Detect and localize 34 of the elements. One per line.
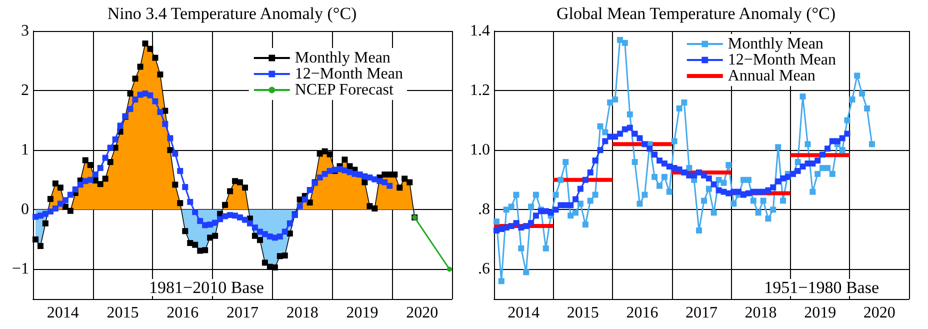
legend-label: Annual Mean bbox=[728, 68, 816, 84]
x-tick-label: 2016 bbox=[166, 304, 199, 322]
annotation: 1981−2010 Base bbox=[148, 278, 264, 297]
annotation: 1951−1980 Base bbox=[764, 278, 880, 297]
x-tick-label: 2017 bbox=[686, 304, 718, 322]
y-tick-label: 0 bbox=[21, 201, 29, 218]
x-tick-label: 2015 bbox=[106, 304, 139, 322]
chart-title: Global Mean Temperature Anomaly (°C) bbox=[556, 4, 836, 23]
x-tick-label: 2020 bbox=[863, 304, 896, 322]
y-tick-label: 1.0 bbox=[470, 142, 490, 159]
x-tick-label: 2014 bbox=[508, 304, 540, 322]
x-tick-label: 2019 bbox=[346, 304, 378, 322]
y-tick-label: −1 bbox=[12, 260, 29, 278]
chart-title: Nino 3.4 Temperature Anomaly (°C) bbox=[107, 4, 357, 23]
y-tick-label: 1.4 bbox=[470, 22, 490, 40]
y-tick-label: 1.2 bbox=[470, 82, 490, 100]
y-tick-label: 2 bbox=[21, 82, 29, 100]
legend-label: 12−Month Mean bbox=[728, 52, 836, 68]
x-tick-label: 2015 bbox=[566, 304, 599, 322]
legend-label: Monthly Mean bbox=[294, 50, 390, 66]
legend-label: Monthly Mean bbox=[728, 36, 824, 52]
legend-label: 12−Month Mean bbox=[294, 66, 403, 82]
x-tick-label: 2017 bbox=[226, 304, 258, 322]
legend-label: NCEP Forecast bbox=[294, 82, 394, 98]
y-tick-label: 1 bbox=[21, 142, 29, 159]
x-tick-label: 2020 bbox=[406, 304, 438, 322]
x-tick-label: 2014 bbox=[46, 304, 79, 322]
y-tick-label: 3 bbox=[21, 22, 29, 40]
x-tick-label: 2018 bbox=[286, 304, 318, 322]
y-tick-label: .6 bbox=[478, 260, 490, 278]
x-tick-label: 2018 bbox=[744, 304, 777, 322]
x-tick-label: 2019 bbox=[804, 304, 836, 322]
x-tick-label: 2016 bbox=[626, 304, 658, 322]
y-tick-label: .8 bbox=[478, 201, 490, 218]
